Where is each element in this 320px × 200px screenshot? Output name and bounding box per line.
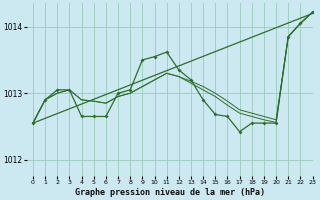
X-axis label: Graphe pression niveau de la mer (hPa): Graphe pression niveau de la mer (hPa) [75,188,265,197]
